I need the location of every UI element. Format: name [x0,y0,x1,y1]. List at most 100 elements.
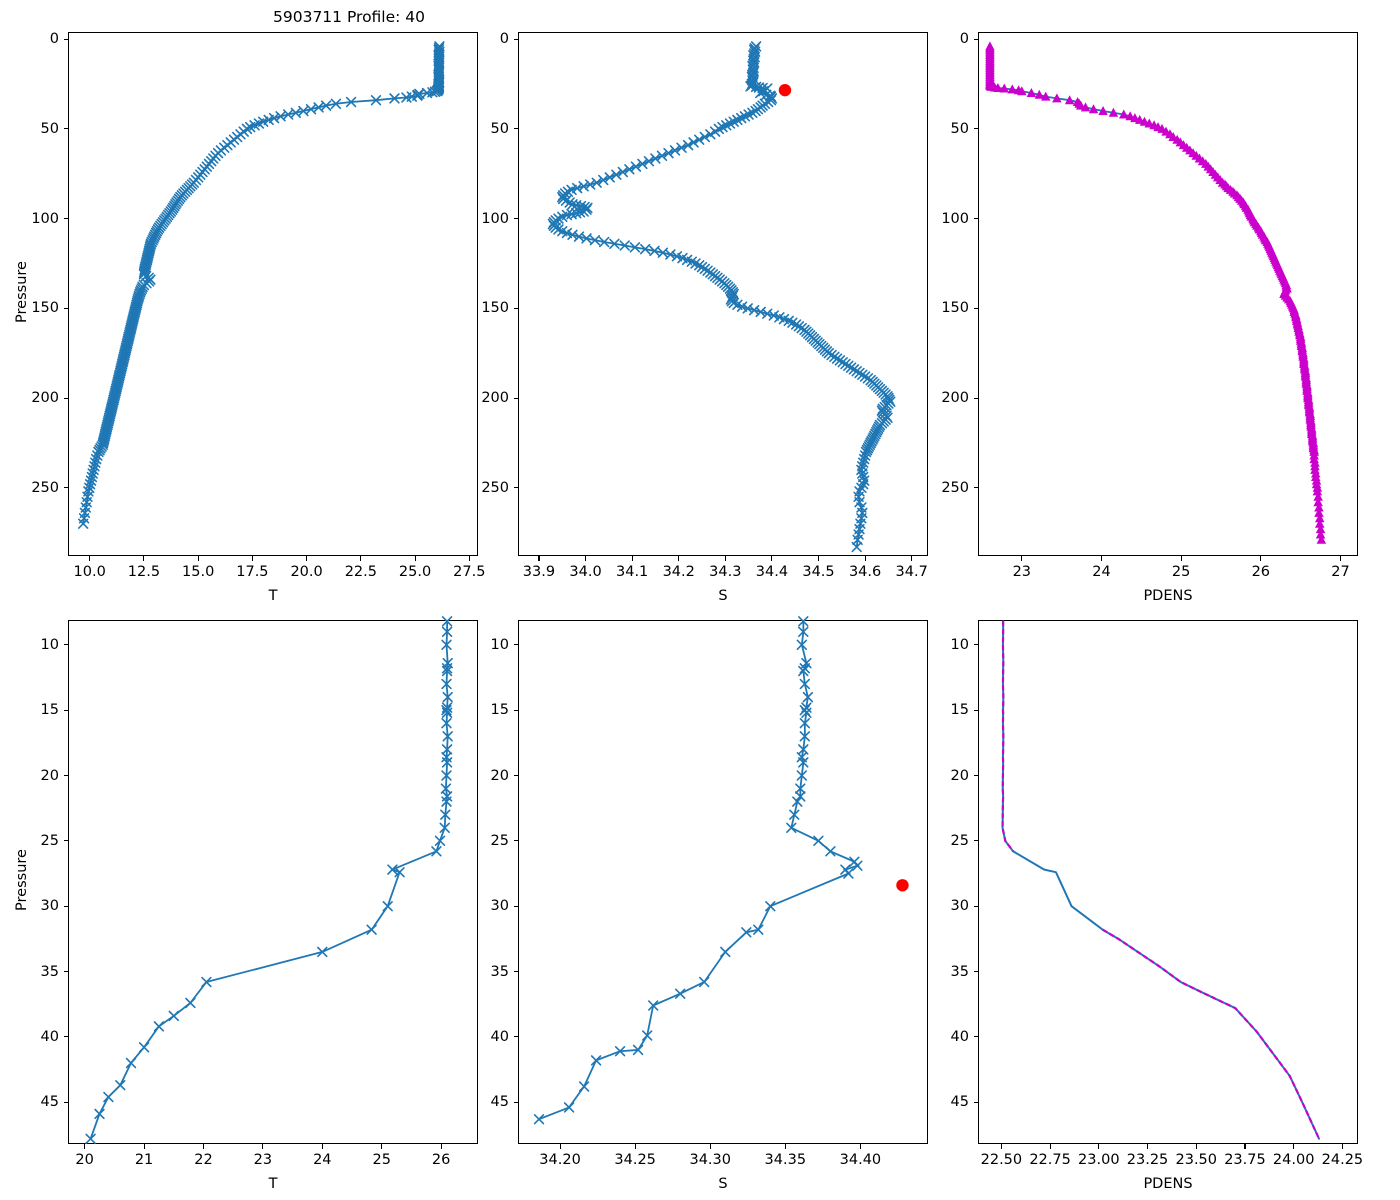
data-markers-bottom-salinity [533,616,863,1125]
x-tick-mark [864,556,866,561]
y-tick-mark [63,38,68,40]
y-tick-mark [513,1036,518,1038]
y-tick-label: 35 [40,963,59,980]
y-tick-mark [513,307,518,309]
x-tick-label: 26 [431,1152,451,1168]
x-tick-mark [381,1144,383,1149]
y-tick-label: 100 [31,210,59,227]
y-tick-label: 20 [40,767,59,784]
data-markers-top-salinity [549,42,896,553]
plot-area-bottom-density [1001,620,1321,1140]
y-tick-label: 0 [49,31,59,48]
x-tick-label: 34.0 [569,564,602,580]
y-tick-label: 25 [950,832,969,849]
x-tick-label: 22.75 [1029,1152,1071,1168]
x-tick-mark [585,556,587,561]
x-tick-label: 21 [134,1152,154,1168]
x-tick-mark [538,556,540,561]
x-tick-label: 34.40 [839,1152,882,1168]
plot-area-bottom-salinity [533,616,909,1125]
x-tick-mark [678,556,680,561]
x-tick-label: 34.35 [764,1152,807,1168]
y-tick-mark [973,397,978,399]
x-tick-label: 34.1 [615,564,649,580]
x-tick-label: 24.00 [1272,1152,1315,1168]
y-tick-label: 250 [31,479,59,496]
data-line-bottom-temperature [89,620,449,1140]
y-tick-label: 150 [31,300,59,317]
y-tick-label: 200 [481,390,509,407]
panel-top-temperature [68,32,478,556]
y-tick-label: 15 [40,702,59,719]
data-line-top-temperature [82,45,441,525]
x-tick-mark [784,1144,786,1149]
y-tick-mark [63,905,68,907]
x-axis-label: S [718,588,728,604]
y-tick-mark [973,307,978,309]
x-tick-mark [251,556,253,561]
y-tick-mark [513,774,518,777]
x-tick-mark [859,1144,861,1149]
x-tick-label: 24 [1092,564,1111,580]
x-tick-label: 34.30 [689,1152,731,1168]
x-tick-mark [414,556,416,561]
data-markers-top-temperature [78,41,445,529]
y-tick-mark [63,840,68,842]
y-tick-mark [513,905,518,907]
y-tick-mark [63,307,68,309]
x-tick-label: 34.5 [802,564,835,580]
y-tick-mark [63,970,68,973]
x-tick-label: 25.0 [398,564,432,580]
y-tick-label: 20 [950,767,969,784]
y-tick-label: 40 [950,1028,969,1045]
y-tick-label: 30 [950,898,969,915]
y-tick-mark [973,128,978,130]
x-tick-label: 23 [253,1152,273,1168]
x-tick-mark [1146,1144,1149,1149]
x-axis-label: PDENS [1143,1176,1193,1192]
y-tick-mark [973,644,978,646]
y-tick-mark [63,397,68,399]
x-tick-mark [1180,556,1182,561]
x-tick-mark [360,556,362,561]
x-tick-label: 34.4 [755,564,789,580]
data-line-bottom-salinity [538,620,859,1121]
x-tick-mark [1341,1144,1343,1149]
data-line-top-density [989,45,1323,541]
x-axis-label: T [268,1176,278,1192]
x-tick-label: 26 [1251,564,1271,580]
x-tick-mark [1244,1144,1246,1149]
panel-bottom-salinity [518,616,928,1144]
y-tick-label: 35 [950,963,969,980]
y-tick-mark [63,218,68,220]
x-tick-label: 34.6 [848,564,882,580]
x-tick-mark [321,1144,323,1149]
y-tick-label: 50 [40,120,59,137]
x-tick-label: 24 [313,1152,332,1168]
y-tick-mark [973,970,978,973]
x-tick-label: 22 [194,1152,213,1168]
y-tick-mark [513,970,518,973]
y-tick-label: 0 [959,31,969,48]
y-tick-mark [513,397,518,399]
x-tick-label: 33.9 [522,564,556,580]
x-tick-mark [1021,556,1023,561]
x-tick-label: 34.2 [662,564,695,580]
x-tick-mark [724,556,726,561]
x-tick-label: 20 [75,1152,94,1168]
y-tick-mark [63,1101,68,1103]
data-markers-bottom-temperature [85,616,453,1144]
x-tick-mark [709,1144,711,1149]
y-tick-label: 45 [490,1094,509,1111]
x-tick-mark [634,1144,636,1149]
x-tick-label: 34.7 [895,564,928,580]
x-tick-mark [1000,1144,1002,1149]
x-tick-mark [771,556,773,561]
y-tick-mark [973,487,978,489]
y-tick-mark [63,644,68,646]
y-tick-mark [513,1101,518,1103]
x-tick-label: 24.25 [1321,1152,1364,1168]
x-tick-label: 23.25 [1126,1152,1169,1168]
flagged-point-marker [896,879,909,892]
data-line-bottom-density [1001,620,1321,1140]
